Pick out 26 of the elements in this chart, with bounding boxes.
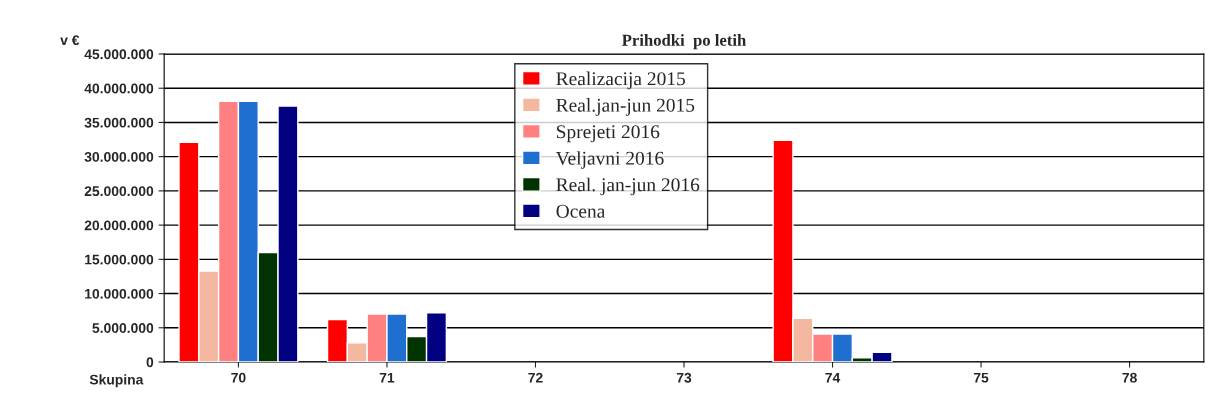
x-tick-label: 72 bbox=[528, 372, 543, 383]
chart-title: Prihodki po letih bbox=[622, 34, 747, 50]
legend-label: Sprejeti 2016 bbox=[556, 125, 660, 143]
legend-label: Realizacija 2015 bbox=[556, 71, 686, 90]
x-tick-label: 71 bbox=[379, 372, 395, 383]
y-tick-label: 35.000.000 bbox=[84, 117, 154, 128]
y-tick-label: 0 bbox=[146, 357, 154, 368]
y-tick-label: 30.000.000 bbox=[84, 152, 154, 162]
legend-label: Ocena bbox=[556, 204, 606, 218]
legend-label: Veljavni 2016 bbox=[555, 151, 664, 169]
y-tick-label: 20.000.000 bbox=[84, 220, 154, 231]
y-tick-label: 5.000.000 bbox=[92, 323, 154, 333]
y-tick-label: 45.000.000 bbox=[84, 49, 154, 60]
x-tick-label: 78 bbox=[1122, 372, 1137, 383]
y-tick-label: 40.000.000 bbox=[84, 83, 154, 94]
x-tick-label: 70 bbox=[231, 372, 246, 383]
legend-label: Real. jan-jun 2016 bbox=[556, 177, 700, 196]
y-axis-title: v € bbox=[60, 35, 80, 46]
x-tick-label: 74 bbox=[825, 372, 841, 383]
y-tick-label: 25.000.000 bbox=[84, 186, 154, 197]
x-tick-label: 73 bbox=[676, 372, 692, 383]
legend-label: Real.jan-jun 2015 bbox=[556, 98, 695, 116]
x-axis-title: Skupina bbox=[89, 374, 144, 388]
y-tick-label: 15.000.000 bbox=[85, 254, 154, 265]
y-tick-label: 10.000.000 bbox=[85, 288, 154, 299]
x-tick-label: 75 bbox=[973, 372, 989, 383]
